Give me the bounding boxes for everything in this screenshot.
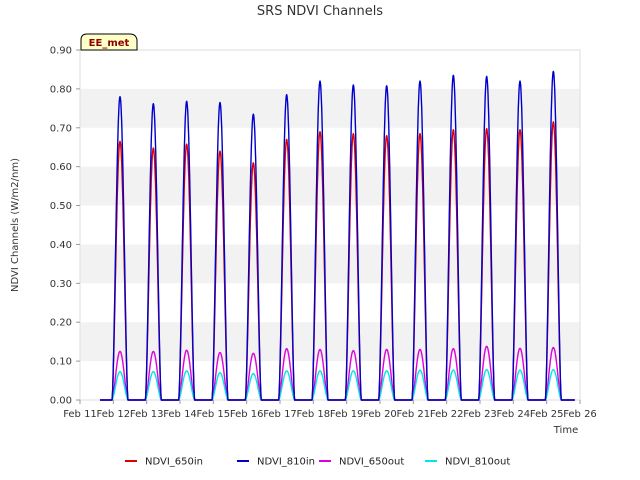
x-tick-label: Feb 15	[197, 409, 231, 420]
y-tick-label: 0.80	[50, 84, 72, 95]
station-badge: EE_met	[80, 33, 138, 51]
y-tick-label: 0.00	[50, 396, 72, 407]
x-tick-label: Feb 13	[130, 409, 164, 420]
x-tick-label: Feb 21	[397, 409, 431, 420]
x-tick-label: Feb 17	[263, 409, 297, 420]
y-tick-label: 0.70	[50, 123, 72, 134]
legend-label: NDVI_810out	[445, 457, 510, 468]
x-tick-label: Feb 24	[497, 409, 531, 420]
legend-label: NDVI_650out	[339, 457, 404, 468]
x-tick-label: Feb 14	[163, 409, 197, 420]
x-axis-title: Time	[553, 425, 578, 436]
series-line-ndvi_810in	[99, 70, 575, 401]
y-axis: 0.00 0.10 0.20 0.30 0.40 0.50 0.60 0.70 0.80 0.90	[50, 46, 80, 407]
legend: NDVI_650in NDVI_810in NDVI_650out NDVI_810o…	[125, 457, 510, 468]
x-tick-label: Feb 23	[463, 409, 497, 420]
x-axis: Feb 11 Feb 12 Feb 13 Feb 14 Feb 15 Feb 16 Feb …	[63, 400, 597, 420]
y-axis-title: NDVI Channels (W/m2/nm)	[10, 158, 21, 292]
series-lines	[99, 70, 575, 401]
x-tick-label: Feb 26	[563, 409, 597, 420]
x-tick-label: Feb 18	[297, 409, 331, 420]
y-tick-label: 0.10	[50, 357, 72, 368]
legend-label: NDVI_650in	[145, 457, 203, 468]
x-tick-label: Feb 11	[63, 409, 97, 420]
chart-title: SRS NDVI Channels	[257, 4, 383, 19]
legend-label: NDVI_810in	[257, 457, 315, 468]
x-tick-label: Feb 19	[330, 409, 364, 420]
y-tick-label: 0.30	[50, 279, 72, 290]
grid-band	[80, 166, 580, 206]
y-tick-label: 0.40	[50, 240, 72, 251]
y-tick-label: 0.90	[50, 46, 72, 57]
x-tick-label: Feb 25	[530, 409, 564, 420]
background-bands	[80, 88, 580, 362]
y-tick-label: 0.50	[50, 201, 72, 212]
station-badge-label: EE_met	[89, 38, 130, 49]
grid-band	[80, 244, 580, 284]
x-tick-label: Feb 12	[97, 409, 131, 420]
grid-band	[80, 88, 580, 128]
y-tick-label: 0.20	[50, 318, 72, 329]
series-line-ndvi_810out	[99, 369, 575, 401]
x-tick-label: Feb 20	[363, 409, 397, 420]
y-tick-label: 0.60	[50, 162, 72, 173]
grid-band	[80, 322, 580, 362]
x-tick-label: Feb 16	[230, 409, 264, 420]
x-tick-label: Feb 22	[430, 409, 464, 420]
